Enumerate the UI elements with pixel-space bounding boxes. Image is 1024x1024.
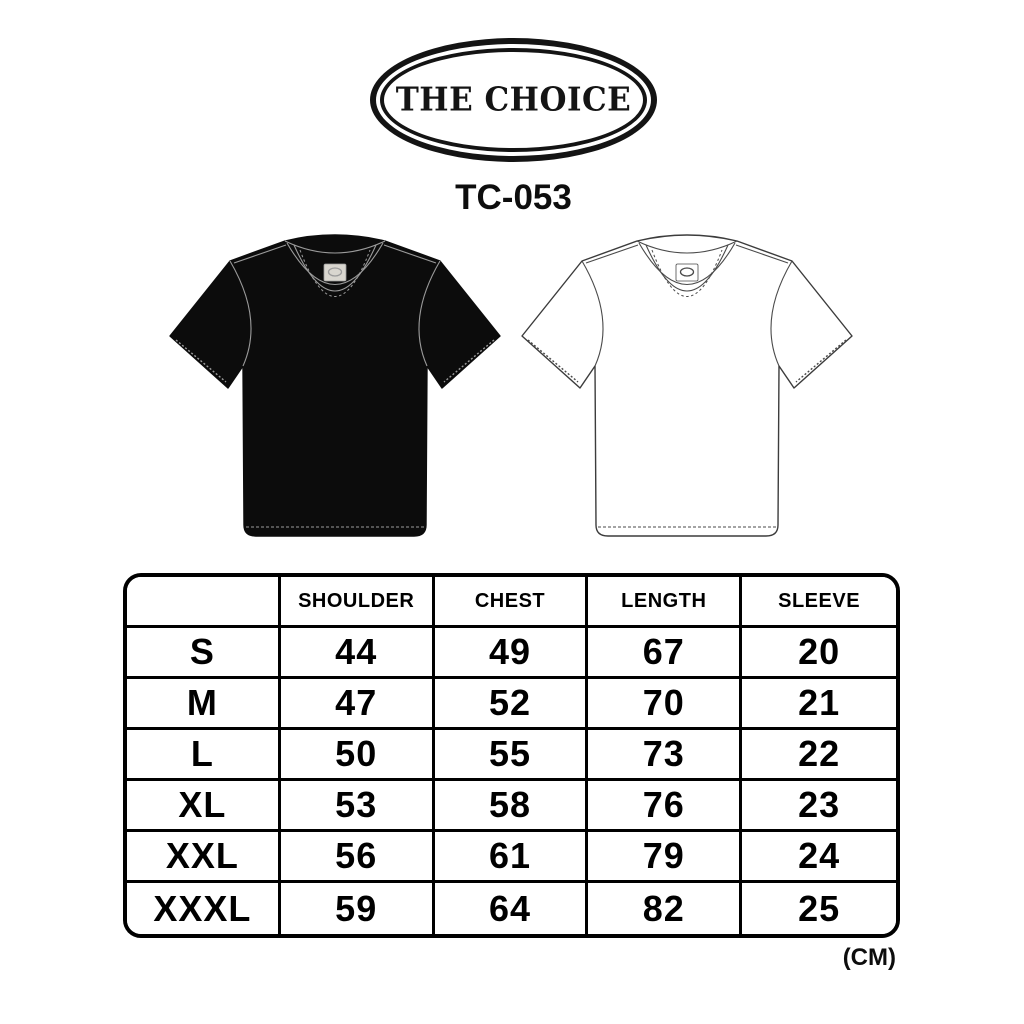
measurement-cell: 58 (434, 781, 589, 832)
measurement-cell: 21 (742, 679, 896, 730)
measurement-cell: 47 (280, 679, 435, 730)
column-header-length: LENGTH (588, 577, 743, 628)
brand-name: THE CHOICE (395, 81, 632, 119)
black-tshirt-illustration (170, 235, 500, 536)
column-header-shoulder: SHOULDER (280, 577, 435, 628)
measurement-cell: 24 (742, 832, 896, 883)
column-header-sleeve: SLEEVE (742, 577, 896, 628)
column-header-blank (127, 577, 281, 628)
measurement-cell: 44 (280, 628, 435, 679)
measurement-cell: 52 (434, 679, 589, 730)
size-label: M (127, 679, 281, 730)
brand-logo-oval-icon: THE CHOICE (370, 38, 657, 162)
measurement-cell: 64 (434, 883, 589, 934)
measurement-cell: 67 (588, 628, 743, 679)
size-label: L (127, 730, 281, 781)
measurement-cell: 23 (742, 781, 896, 832)
column-header-chest: CHEST (434, 577, 589, 628)
measurement-cell: 82 (588, 883, 743, 934)
measurement-cell: 53 (280, 781, 435, 832)
product-code: TC-053 (455, 178, 572, 217)
size-label: S (127, 628, 281, 679)
measurement-cell: 59 (280, 883, 435, 934)
measurement-cell: 79 (588, 832, 743, 883)
measurement-cell: 20 (742, 628, 896, 679)
measurement-cell: 25 (742, 883, 896, 934)
measurement-cell: 73 (588, 730, 743, 781)
logo-inner-oval-icon: THE CHOICE (380, 48, 647, 152)
measurement-cell: 55 (434, 730, 589, 781)
measurement-cell: 22 (742, 730, 896, 781)
size-label: XXL (127, 832, 281, 883)
measurement-cell: 70 (588, 679, 743, 730)
unit-label: (CM) (842, 944, 896, 971)
size-label: XXXL (127, 883, 281, 934)
measurement-cell: 56 (280, 832, 435, 883)
measurement-cell: 50 (280, 730, 435, 781)
size-table: SHOULDER CHEST LENGTH SLEEVE S 44 49 67 … (123, 573, 900, 938)
white-tshirt-illustration (522, 235, 852, 536)
size-label: XL (127, 781, 281, 832)
measurement-cell: 49 (434, 628, 589, 679)
measurement-cell: 76 (588, 781, 743, 832)
measurement-cell: 61 (434, 832, 589, 883)
